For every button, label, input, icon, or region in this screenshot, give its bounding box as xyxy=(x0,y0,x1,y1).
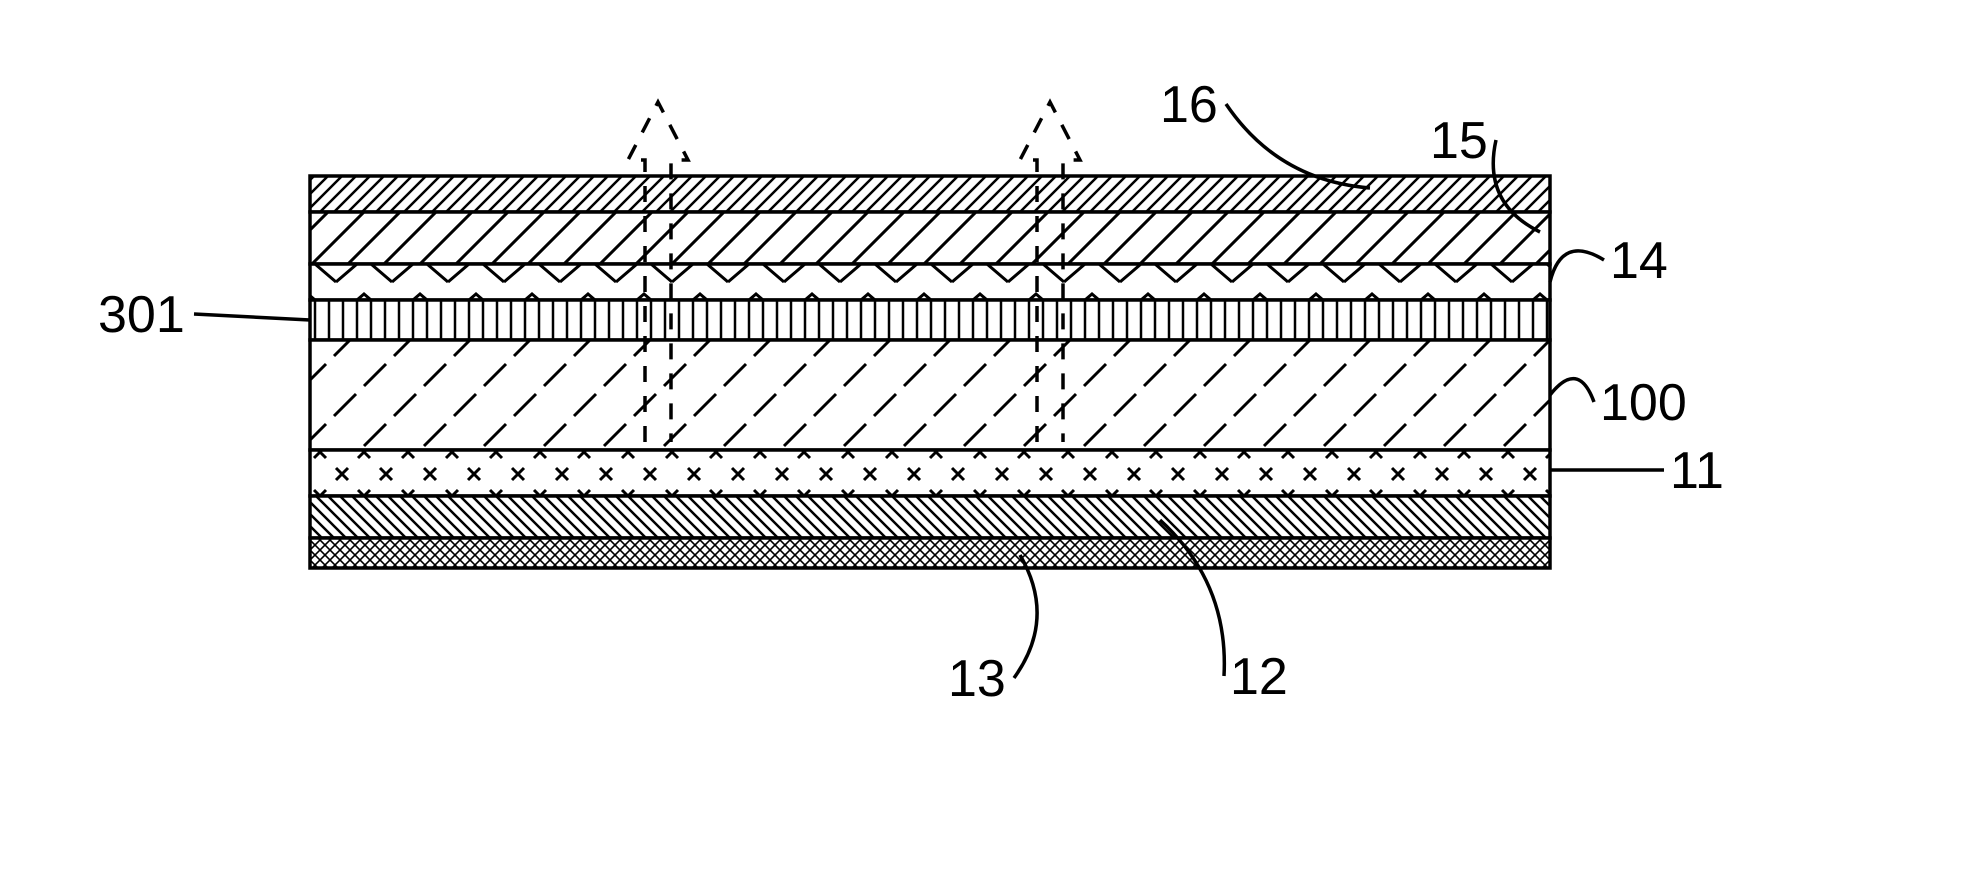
leader-100 xyxy=(1550,379,1594,402)
label-301: 301 xyxy=(98,286,185,344)
layer-13 xyxy=(310,538,1550,568)
label-14: 14 xyxy=(1610,232,1668,290)
leader-301 xyxy=(194,314,310,320)
layer-11 xyxy=(310,450,1550,496)
label-100: 100 xyxy=(1600,374,1687,432)
label-13: 13 xyxy=(948,650,1006,708)
label-15: 15 xyxy=(1430,112,1488,170)
label-16: 16 xyxy=(1160,76,1218,134)
layer-14 xyxy=(310,264,1550,300)
layer-12 xyxy=(310,496,1550,538)
layer-stack xyxy=(310,176,1550,568)
label-11: 11 xyxy=(1670,442,1724,500)
layer-301 xyxy=(310,300,1550,340)
layer-15 xyxy=(310,212,1550,264)
label-12: 12 xyxy=(1230,648,1288,706)
layer-100 xyxy=(310,340,1550,450)
leader-14 xyxy=(1550,251,1604,282)
layer-16 xyxy=(310,176,1550,212)
leader-13 xyxy=(1014,555,1037,678)
